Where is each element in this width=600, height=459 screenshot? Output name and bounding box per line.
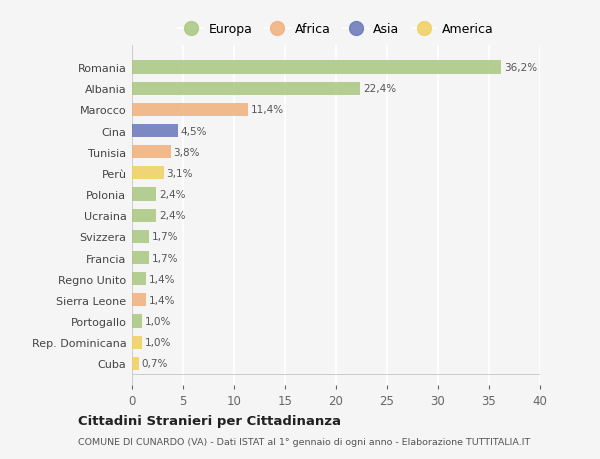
Bar <box>132 83 361 95</box>
Legend: Europa, Africa, Asia, America: Europa, Africa, Asia, America <box>173 18 499 41</box>
Bar <box>132 209 157 222</box>
Text: 11,4%: 11,4% <box>251 105 284 115</box>
Text: 1,0%: 1,0% <box>145 316 171 326</box>
Text: 2,4%: 2,4% <box>159 190 185 200</box>
Text: Cittadini Stranieri per Cittadinanza: Cittadini Stranieri per Cittadinanza <box>78 414 341 428</box>
Bar <box>132 104 248 117</box>
Bar <box>132 357 139 370</box>
Bar <box>132 273 146 285</box>
Bar <box>132 125 178 138</box>
Bar <box>132 315 142 328</box>
Bar <box>132 146 171 159</box>
Text: 1,7%: 1,7% <box>152 232 178 242</box>
Text: 3,1%: 3,1% <box>166 168 193 179</box>
Text: 4,5%: 4,5% <box>181 126 207 136</box>
Text: 22,4%: 22,4% <box>363 84 396 94</box>
Text: 3,8%: 3,8% <box>173 147 200 157</box>
Text: 36,2%: 36,2% <box>504 63 537 73</box>
Text: 1,7%: 1,7% <box>152 253 178 263</box>
Bar <box>132 167 164 180</box>
Bar <box>132 252 149 264</box>
Text: 1,4%: 1,4% <box>149 274 175 284</box>
Bar <box>132 188 157 201</box>
Text: 0,7%: 0,7% <box>142 358 168 369</box>
Bar <box>132 230 149 243</box>
Bar <box>132 62 501 74</box>
Text: 2,4%: 2,4% <box>159 211 185 221</box>
Text: COMUNE DI CUNARDO (VA) - Dati ISTAT al 1° gennaio di ogni anno - Elaborazione TU: COMUNE DI CUNARDO (VA) - Dati ISTAT al 1… <box>78 437 530 446</box>
Bar <box>132 294 146 307</box>
Bar <box>132 336 142 349</box>
Text: 1,4%: 1,4% <box>149 295 175 305</box>
Text: 1,0%: 1,0% <box>145 337 171 347</box>
